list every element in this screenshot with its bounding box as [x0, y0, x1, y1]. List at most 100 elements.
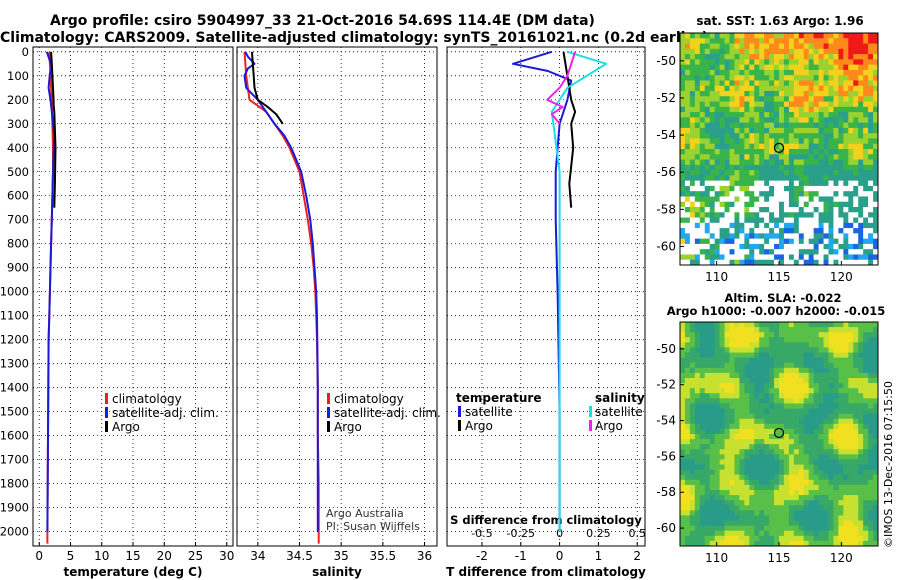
map-cell	[694, 59, 701, 66]
map-cell	[764, 520, 770, 527]
map-cell	[694, 500, 701, 506]
map-cell	[749, 43, 755, 50]
profile-plots: 0100200300400500600700800900100011001200…	[0, 45, 646, 579]
map-cell	[808, 64, 815, 71]
map-cell	[833, 423, 839, 430]
map-cell	[694, 238, 701, 245]
map-cell	[863, 43, 869, 50]
map-cell	[699, 367, 706, 374]
map-cell	[833, 444, 839, 450]
map-cell	[744, 500, 750, 506]
map-cell	[754, 154, 760, 160]
map-cell	[689, 80, 696, 87]
map-cell	[764, 444, 770, 450]
map-cell	[719, 525, 725, 532]
map-cell	[764, 454, 770, 460]
map-cell	[813, 347, 819, 353]
map-cell	[689, 352, 696, 359]
x-tick-label: 5	[67, 549, 75, 563]
map-cell	[719, 243, 725, 250]
map-cell	[769, 505, 775, 511]
map-cell	[709, 96, 716, 102]
map-cell	[694, 510, 701, 516]
map-cell	[833, 362, 839, 369]
map-cell	[863, 133, 869, 139]
map-cell	[719, 101, 725, 108]
map-cell	[818, 398, 824, 404]
map-cell	[793, 362, 800, 369]
map-cell	[833, 48, 839, 55]
map-cell	[709, 170, 716, 176]
map-cell	[833, 159, 839, 166]
map-cell	[823, 48, 829, 55]
map-cell	[779, 54, 785, 60]
map-cell	[783, 428, 790, 435]
map-cell	[838, 91, 844, 97]
map-cell	[858, 495, 864, 501]
map-cell	[798, 233, 805, 240]
map-cell	[694, 347, 701, 353]
map-cell	[848, 122, 854, 129]
map-cell	[680, 259, 686, 266]
map-cell	[868, 490, 874, 496]
map-cell	[749, 122, 755, 129]
map-cell	[719, 428, 725, 435]
map-cell	[729, 217, 735, 224]
map-cell	[858, 149, 864, 155]
map-cell	[709, 64, 716, 71]
map-cell	[868, 180, 874, 187]
map-cell	[783, 196, 790, 203]
map-cell	[724, 249, 730, 255]
map-cell	[689, 101, 696, 108]
map-cell	[704, 33, 711, 39]
map-cell	[699, 530, 706, 537]
map-cell	[779, 342, 785, 348]
map-cell	[823, 217, 829, 224]
map-cell	[689, 133, 696, 139]
map-cell	[868, 500, 874, 506]
map-cell	[689, 212, 696, 218]
map-cell	[714, 80, 720, 87]
map-cell	[749, 222, 755, 229]
map-cell	[783, 159, 790, 166]
map-cell	[699, 101, 706, 108]
map-cell	[680, 479, 686, 486]
map-cell	[823, 238, 829, 245]
map-cell	[719, 85, 725, 92]
map-cell	[769, 469, 775, 476]
map-cell	[873, 133, 879, 139]
map-cell	[724, 408, 730, 415]
map-cell	[774, 238, 780, 245]
map-cell	[749, 332, 755, 338]
map-cell	[853, 367, 859, 374]
map-cell	[774, 101, 780, 108]
map-cell	[699, 212, 706, 218]
map-cell	[689, 43, 696, 50]
map-cell	[833, 106, 839, 113]
map-cell	[719, 398, 725, 404]
map-cell	[769, 388, 775, 394]
map-cell	[749, 38, 755, 44]
map-cell	[783, 479, 790, 486]
map-cell	[853, 122, 859, 129]
map-cell	[689, 159, 696, 166]
map-cell	[754, 362, 760, 369]
map-cell	[853, 149, 859, 155]
map-cell	[828, 327, 834, 333]
map-cell	[868, 525, 874, 532]
map-cell	[684, 505, 691, 511]
series-line-t-satellite	[512, 50, 573, 532]
map-cell	[868, 170, 874, 176]
map-cell	[808, 352, 815, 359]
map-cell	[689, 484, 696, 491]
map-cell	[873, 222, 879, 229]
map-cell	[729, 332, 735, 338]
map-cell	[719, 191, 725, 197]
map-cell	[843, 469, 849, 476]
map-cell	[729, 515, 735, 521]
map-cell	[709, 196, 716, 203]
map-cell	[714, 75, 720, 81]
map-cell	[724, 96, 730, 102]
map-cell	[863, 212, 869, 218]
map-cell	[828, 80, 834, 87]
